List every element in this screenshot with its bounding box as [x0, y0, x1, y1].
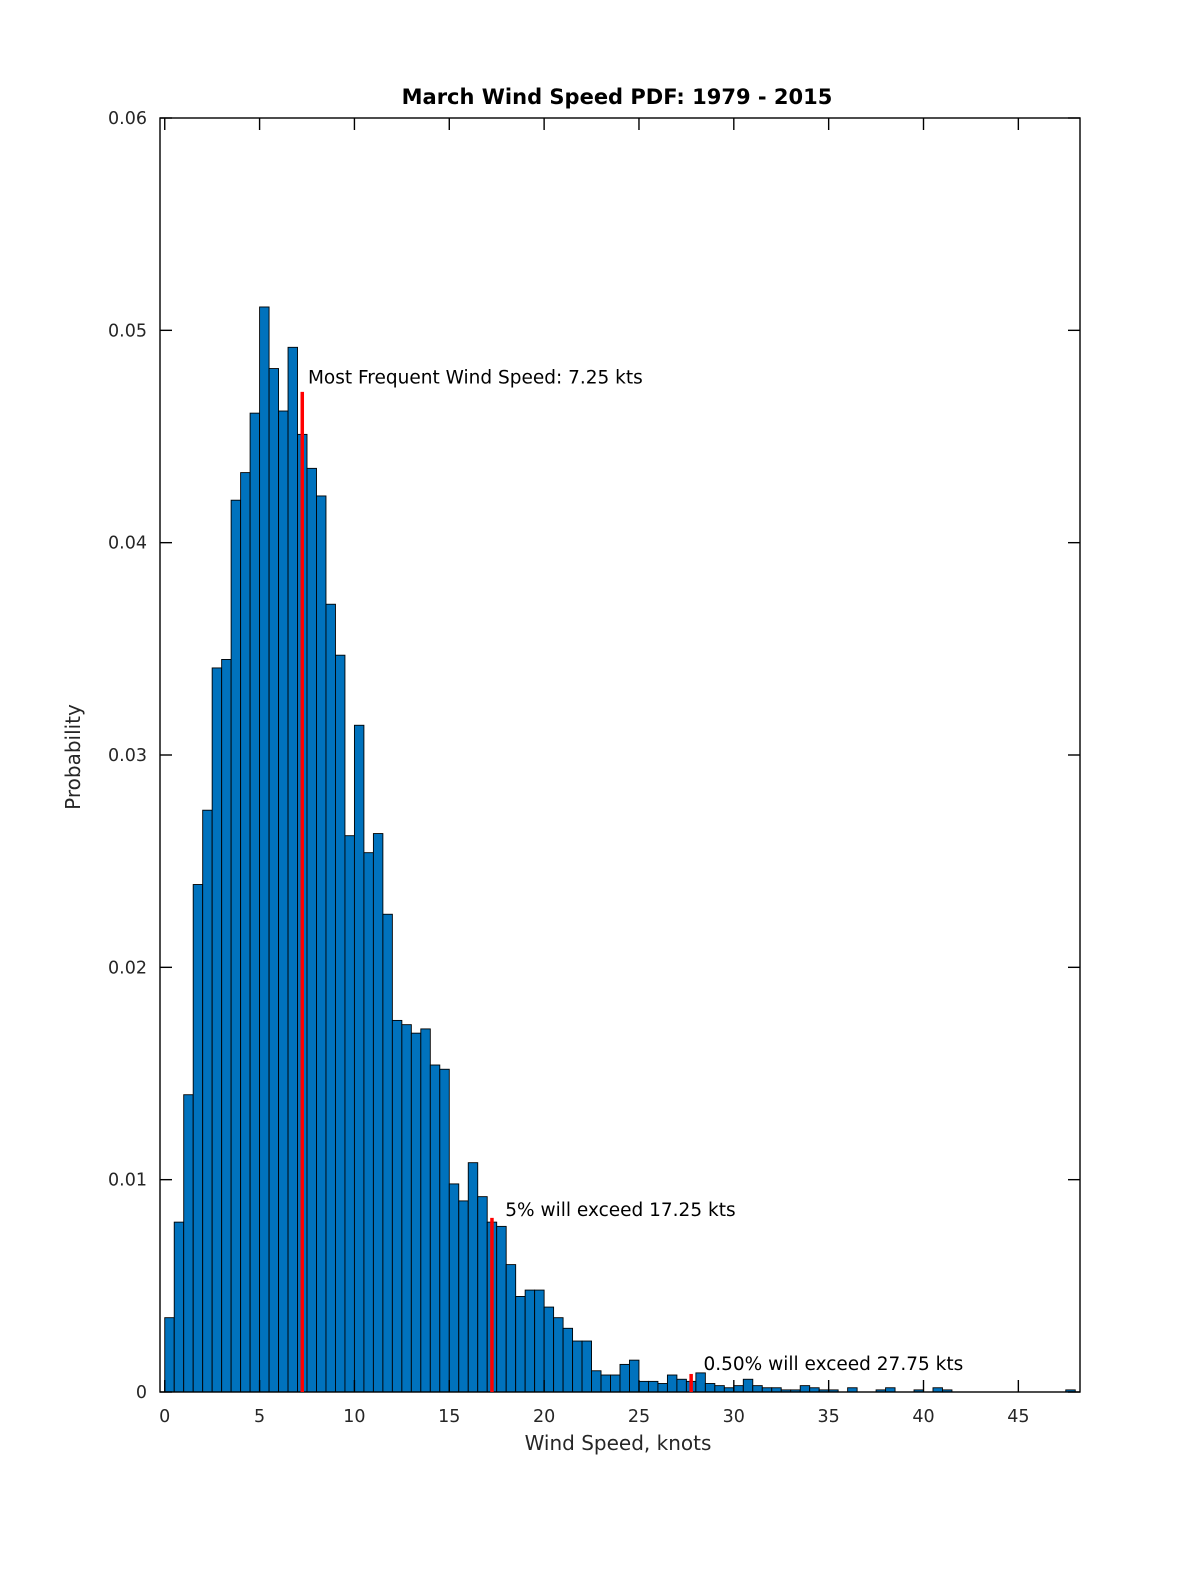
y-axis-label: Probability — [61, 704, 85, 810]
histogram-bar — [278, 410, 289, 1393]
histogram-bar — [391, 1019, 403, 1393]
histogram-bar — [306, 467, 317, 1393]
x-tick-label: 30 — [723, 1407, 745, 1427]
marker-annotation: 5% will exceed 17.25 kts — [505, 1200, 735, 1221]
histogram-bar — [410, 1032, 422, 1393]
histogram-bar — [572, 1340, 583, 1393]
histogram-bar — [192, 884, 204, 1393]
histogram-bar — [562, 1327, 574, 1393]
x-tick-label: 20 — [533, 1407, 555, 1427]
histogram-bar — [401, 1024, 412, 1393]
histogram-bar — [183, 1094, 194, 1393]
histogram-bar — [629, 1359, 640, 1393]
histogram-bar — [799, 1385, 811, 1393]
y-tick-label: 0.01 — [108, 1171, 147, 1191]
histogram-bar — [657, 1383, 668, 1393]
histogram-bar — [496, 1225, 507, 1393]
plot-area: 0 5 10 15 20 25 30 35 40 45 0 0.01 0.02 0.03 0.04 0.05 0… — [108, 109, 1081, 1427]
y-tick-label: 0.03 — [108, 746, 147, 766]
histogram-bar — [534, 1289, 545, 1393]
histogram-bar — [524, 1289, 536, 1393]
x-tick-label: 15 — [438, 1407, 460, 1427]
histogram-bar — [619, 1363, 630, 1393]
histogram-bar — [676, 1378, 687, 1393]
histogram-bar — [325, 603, 336, 1393]
x-tick-label: 5 — [254, 1407, 265, 1427]
chart-title: March Wind Speed PDF: 1979 - 2015 — [402, 85, 833, 109]
histogram-bar — [420, 1028, 431, 1393]
y-tick-label: 0.04 — [108, 534, 147, 554]
histogram-bar — [752, 1385, 763, 1393]
histogram-bar — [515, 1295, 526, 1393]
histogram-bar — [382, 913, 393, 1393]
x-tick-label: 25 — [628, 1407, 650, 1427]
histogram-bar — [467, 1162, 479, 1393]
x-tick-label: 35 — [818, 1407, 840, 1427]
histogram-bar — [259, 306, 270, 1393]
histogram-bar — [638, 1380, 649, 1393]
histogram-bar — [610, 1374, 621, 1393]
histogram-bar — [477, 1196, 488, 1393]
histogram-bar — [353, 724, 365, 1393]
histogram-bar — [704, 1383, 716, 1393]
histogram-bar — [733, 1385, 744, 1393]
histogram-bar — [202, 809, 213, 1393]
marker-annotation: 0.50% will exceed 27.75 kts — [703, 1354, 963, 1375]
marker-annotation: Most Frequent Wind Speed: 7.25 kts — [308, 367, 643, 388]
x-tick-label: 10 — [343, 1407, 365, 1427]
histogram-bar — [581, 1340, 592, 1393]
x-axis-label: Wind Speed, knots — [525, 1431, 712, 1455]
histogram-bar — [372, 833, 384, 1393]
histogram-bar — [600, 1374, 611, 1393]
histogram-bar — [742, 1378, 754, 1393]
histogram-bar — [335, 654, 346, 1393]
histogram-bar — [344, 835, 355, 1393]
y-tick-label: 0.06 — [108, 109, 147, 129]
x-tick-label: 40 — [912, 1407, 934, 1427]
y-tick-label: 0.05 — [108, 321, 147, 341]
histogram-bar — [695, 1372, 706, 1393]
x-tick-label: 0 — [159, 1407, 170, 1427]
histogram-bar — [553, 1317, 564, 1393]
histogram-bar — [221, 659, 232, 1393]
histogram-bar — [316, 495, 327, 1393]
histogram-bar — [458, 1200, 469, 1393]
histogram-bar — [714, 1385, 725, 1393]
histogram-bar — [448, 1183, 460, 1393]
histogram-bar — [363, 852, 374, 1393]
histogram-bar — [591, 1370, 602, 1393]
histogram-bar — [240, 472, 251, 1393]
histogram-bar — [648, 1380, 659, 1393]
histogram-bar — [173, 1221, 185, 1393]
y-tick-label: 0.02 — [108, 958, 147, 978]
histogram-bar — [666, 1374, 678, 1393]
histogram-bar — [211, 667, 223, 1393]
histogram-bar — [287, 346, 298, 1393]
histogram-bar — [543, 1306, 555, 1393]
histogram-bar — [439, 1068, 450, 1393]
histogram-bar — [268, 368, 280, 1393]
y-tick-label: 0 — [136, 1383, 147, 1403]
histogram-bar — [164, 1317, 175, 1393]
histogram-bar — [230, 499, 242, 1393]
histogram-bar — [505, 1264, 517, 1393]
histogram-bar — [249, 412, 261, 1393]
x-tick-label: 45 — [1007, 1407, 1029, 1427]
histogram-bar — [429, 1064, 441, 1393]
